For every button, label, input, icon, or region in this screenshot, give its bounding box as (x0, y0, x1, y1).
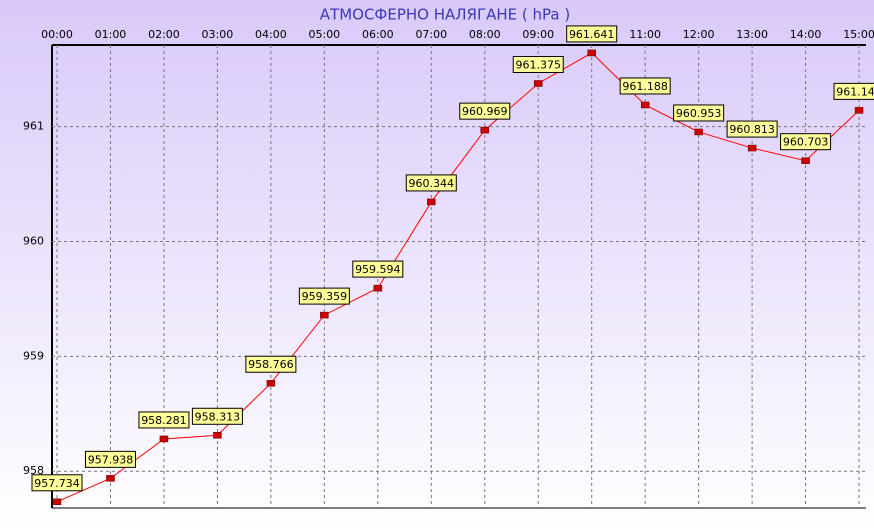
data-point (480, 126, 490, 134)
data-label: 958.313 (195, 410, 241, 423)
data-label: 960.703 (783, 136, 829, 149)
data-label-box (619, 77, 671, 95)
x-tick-label: 02:00 (148, 28, 180, 41)
x-tick-label: 00:00 (41, 28, 73, 41)
x-tick-label: 15:00 (843, 28, 874, 41)
data-label: 961.375 (515, 58, 561, 71)
data-label: 959.594 (355, 263, 401, 276)
data-label-box (780, 133, 832, 151)
data-label-box (726, 120, 778, 138)
data-label: 957.734 (34, 477, 80, 490)
y-tick-label: 958 (23, 464, 44, 477)
chart-title: АТМОСФЕРНО НАЛЯГАНЕ ( hPa ) (320, 6, 570, 24)
data-label-box (138, 411, 190, 429)
data-point (266, 379, 276, 387)
data-label: 961.141 (836, 85, 874, 98)
data-label-box (833, 82, 874, 100)
data-label-box (352, 260, 404, 278)
data-label: 960.969 (462, 105, 508, 118)
data-point (640, 101, 650, 109)
x-tick-label: 04:00 (255, 28, 287, 41)
data-point (159, 435, 169, 443)
x-tick-label: 09:00 (522, 28, 554, 41)
x-tick-label: 13:00 (736, 28, 768, 41)
y-tick-label: 959 (23, 349, 44, 362)
data-label-box (245, 355, 297, 373)
data-label-box (673, 104, 725, 122)
x-tick-label: 05:00 (308, 28, 340, 41)
data-label: 960.344 (409, 177, 455, 190)
y-tick-label: 960 (23, 234, 44, 247)
data-point (373, 284, 383, 292)
x-tick-label: 14:00 (790, 28, 822, 41)
x-tick-label: 11:00 (629, 28, 661, 41)
x-tick-label: 12:00 (683, 28, 715, 41)
data-point (533, 80, 543, 87)
data-label-box (566, 25, 618, 43)
data-label: 961.188 (622, 80, 668, 93)
data-point (320, 311, 329, 319)
data-label: 961.641 (569, 28, 615, 41)
data-point (801, 157, 810, 164)
data-line (56, 52, 860, 503)
data-label: 959.359 (302, 290, 348, 303)
x-tick-label: 01:00 (95, 28, 127, 41)
data-point (694, 128, 703, 136)
data-point (106, 475, 115, 482)
data-point (213, 432, 222, 439)
data-label: 960.813 (729, 123, 775, 136)
data-point (854, 107, 864, 114)
x-tick-label: 07:00 (415, 28, 447, 41)
data-label-box (512, 55, 564, 73)
data-point (587, 49, 596, 57)
data-point (52, 498, 62, 506)
x-tick-label: 08:00 (469, 28, 501, 41)
data-label: 958.766 (248, 358, 294, 371)
data-label: 958.281 (141, 414, 187, 427)
data-label: 960.953 (676, 107, 722, 120)
x-tick-label: 03:00 (202, 28, 234, 41)
data-label: 957.938 (88, 453, 134, 466)
y-tick-label: 961 (23, 120, 44, 133)
data-label-box (191, 407, 243, 425)
data-point (747, 144, 757, 152)
data-label-box (84, 450, 136, 468)
data-label-box (405, 174, 457, 192)
data-point (427, 198, 436, 206)
data-label-box (459, 102, 511, 120)
data-label-box (31, 474, 83, 492)
x-tick-label: 06:00 (362, 28, 394, 41)
data-label-box (298, 287, 350, 305)
